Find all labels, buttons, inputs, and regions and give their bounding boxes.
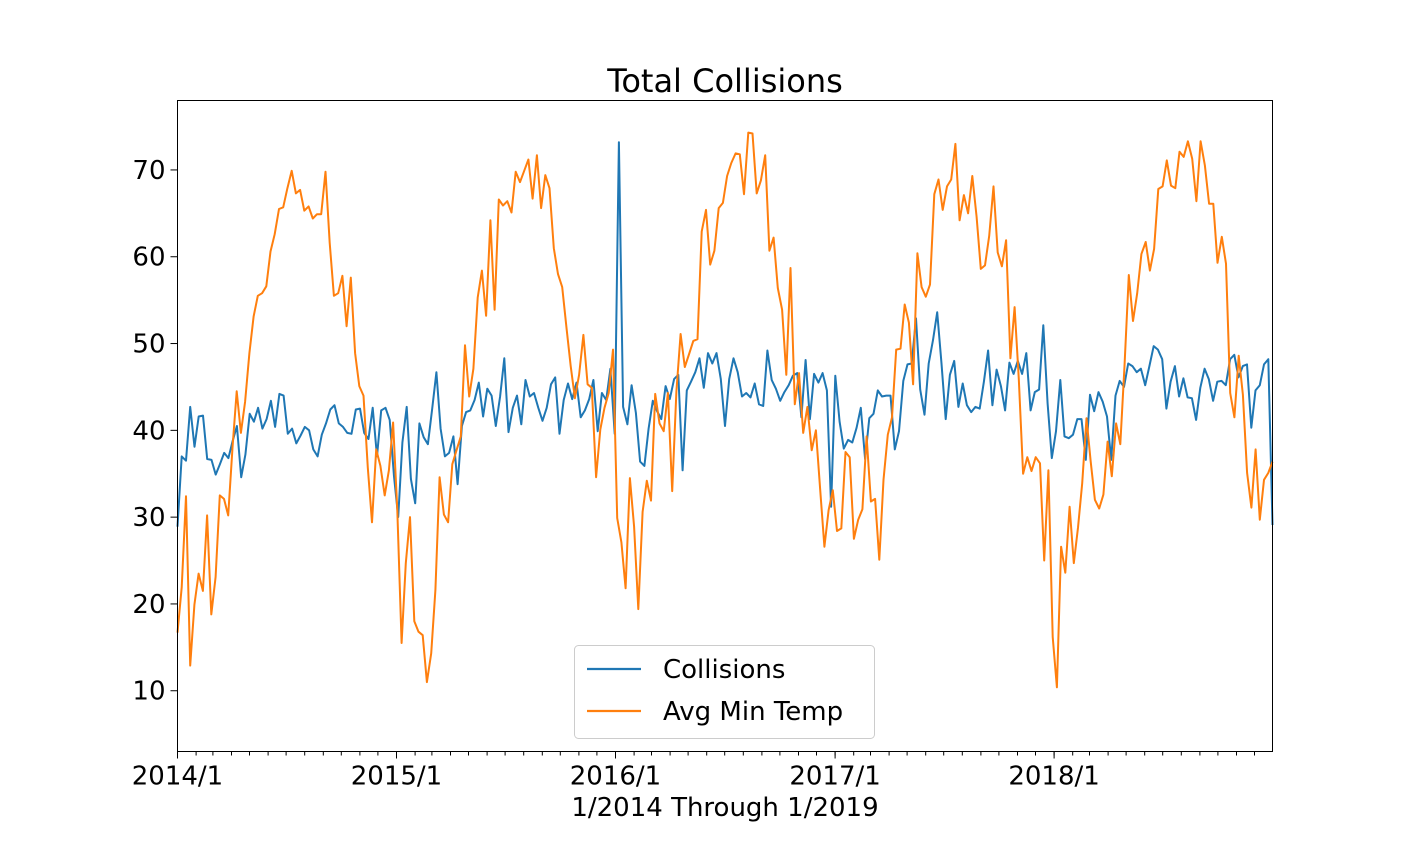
x-tick-label: 2015/1 [351, 762, 442, 792]
y-tick-label: 60 [132, 243, 165, 273]
chart-title: Total Collisions [606, 62, 843, 100]
x-tick-label: 2014/1 [132, 762, 223, 792]
y-tick-label: 40 [132, 416, 165, 446]
x-axis: 2014/1 2015/1 2016/1 2017/1 2018/1 [132, 751, 1255, 792]
x-tick-label: 2016/1 [570, 762, 661, 792]
y-axis: 10 20 30 40 50 60 70 [132, 156, 178, 707]
legend-box [574, 645, 875, 739]
plot-lines [176, 131, 1274, 689]
x-axis-label: 1/2014 Through 1/2019 [571, 793, 878, 823]
series-line-collisions [176, 141, 1274, 527]
legend-label-collisions: Collisions [663, 655, 785, 685]
series-line-avg-min-temp [176, 131, 1274, 689]
y-tick-label: 30 [132, 503, 165, 533]
legend-label-avg-min-temp: Avg Min Temp [663, 697, 843, 727]
legend: Collisions Avg Min Temp [574, 645, 875, 739]
y-tick-label: 20 [132, 590, 165, 620]
y-tick-label: 70 [132, 156, 165, 186]
y-tick-label: 10 [132, 677, 165, 707]
x-tick-label: 2017/1 [789, 762, 880, 792]
x-tick-label: 2018/1 [1008, 762, 1099, 792]
y-tick-label: 50 [132, 330, 165, 360]
